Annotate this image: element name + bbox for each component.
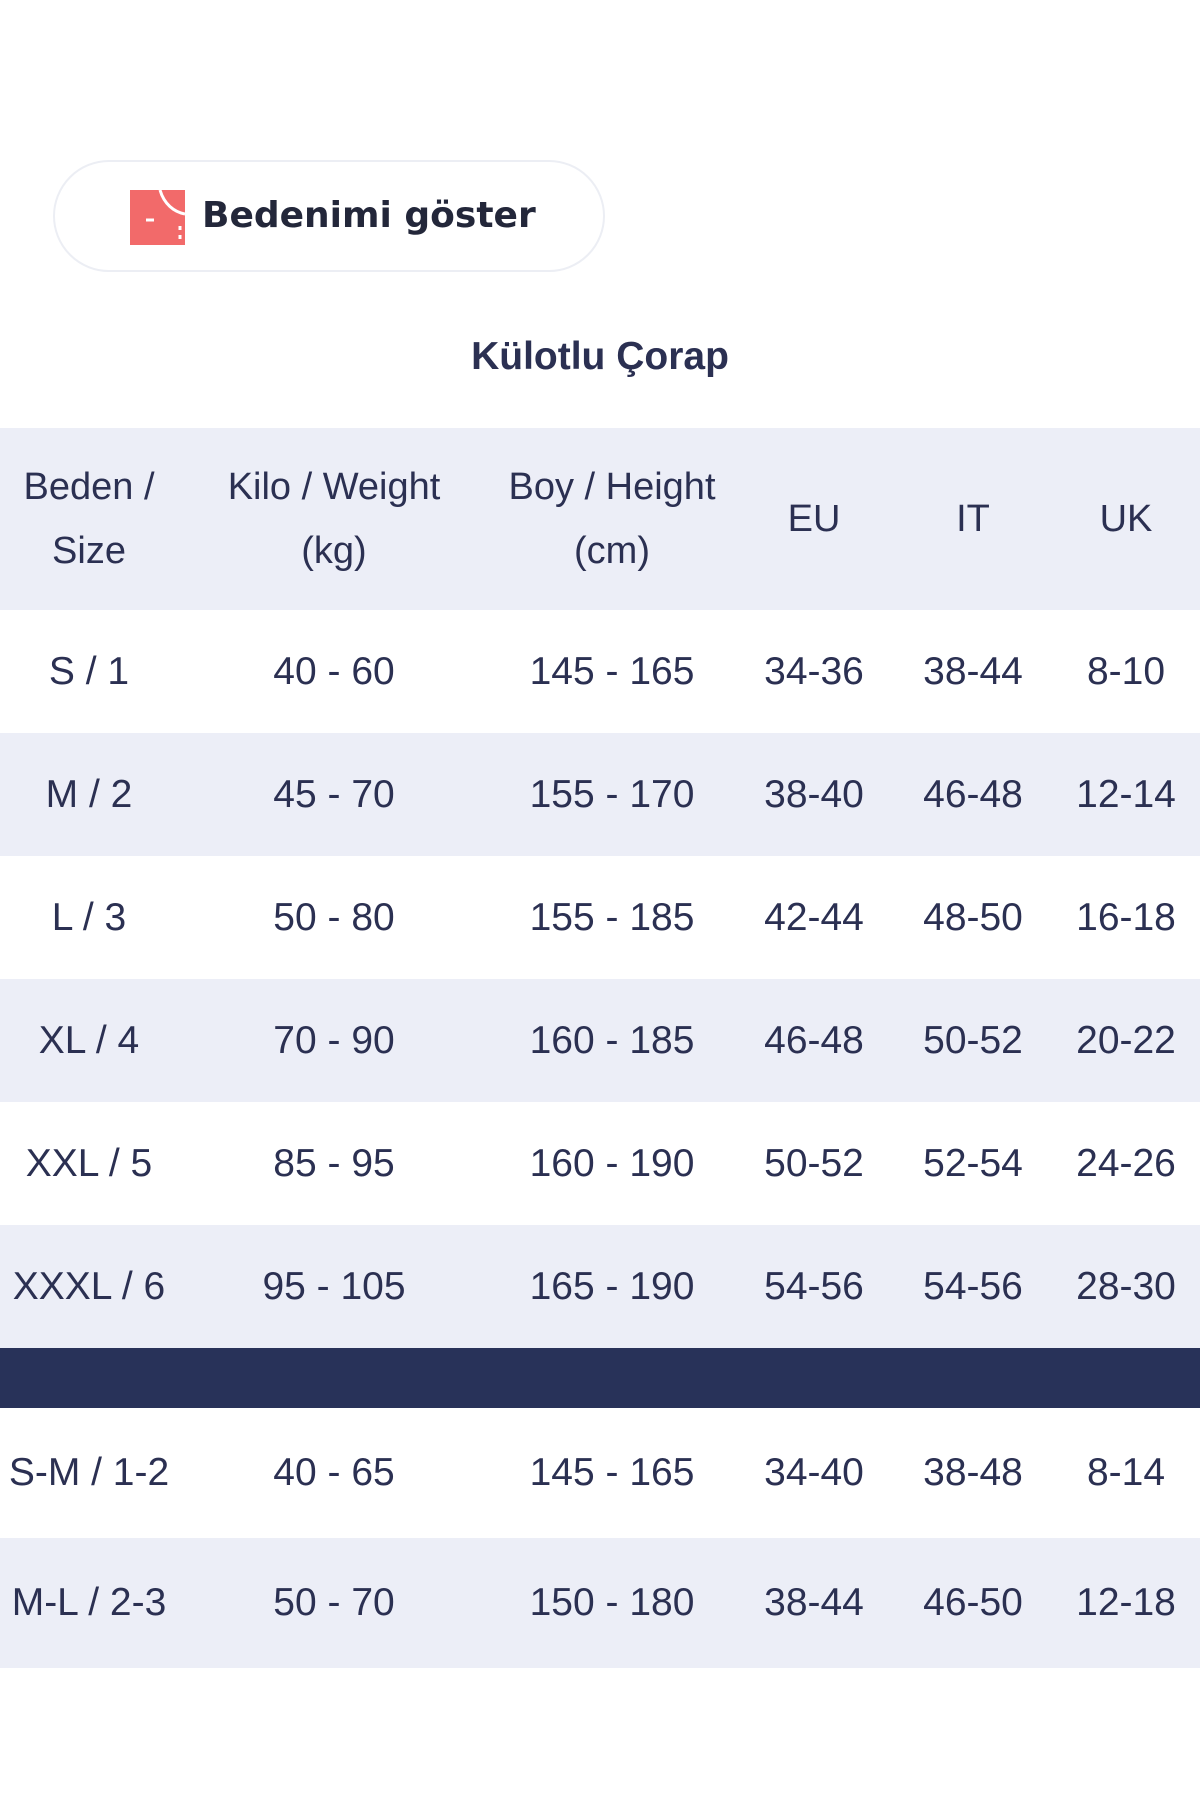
table-cell: 46-48 (923, 772, 1023, 816)
table-cell: 160 - 185 (529, 1018, 695, 1062)
table-cell: 50 - 80 (273, 895, 395, 939)
table-cell: 34-36 (764, 649, 864, 693)
table-cell: 38-44 (764, 1581, 864, 1624)
table-row: S / 1 40 - 60 145 - 165 34-36 38-44 8-10 (0, 610, 1200, 733)
show-my-size-button[interactable]: Bedenimi göster (53, 160, 605, 272)
table-cell: 50-52 (923, 1018, 1023, 1062)
table-cell: 24-26 (1076, 1141, 1176, 1185)
header-eu: EU (787, 498, 841, 540)
table-cell: 54-56 (923, 1264, 1023, 1308)
table-row: M-L / 2-3 50 - 70 150 - 180 38-44 46-50 … (0, 1538, 1200, 1668)
table-cell: 20-22 (1076, 1018, 1176, 1062)
table-cell: M / 2 (45, 772, 133, 816)
table-row: XL / 4 70 - 90 160 - 185 46-48 50-52 20-… (0, 979, 1200, 1102)
table-cell: 52-54 (923, 1141, 1023, 1185)
table-cell: 165 - 190 (529, 1264, 695, 1308)
table-cell: M-L / 2-3 (11, 1581, 167, 1624)
table-cell: 12-14 (1076, 772, 1176, 816)
table-cell: 54-56 (764, 1264, 864, 1308)
table-cell: 48-50 (923, 895, 1023, 939)
show-my-size-label: Bedenimi göster (202, 195, 536, 236)
table-cell: 12-18 (1076, 1581, 1176, 1624)
table-cell: 160 - 190 (529, 1141, 695, 1185)
table-cell: 46-50 (923, 1581, 1023, 1624)
table-cell: 45 - 70 (273, 772, 395, 816)
table-cell: 28-30 (1076, 1264, 1176, 1308)
table-row: M / 2 45 - 70 155 - 170 38-40 46-48 12-1… (0, 733, 1200, 856)
table-cell: 40 - 65 (273, 1451, 395, 1494)
table-row: XXL / 5 85 - 95 160 - 190 50-52 52-54 24… (0, 1102, 1200, 1225)
table-cell: 70 - 90 (273, 1018, 395, 1062)
table-row: L / 3 50 - 80 155 - 185 42-44 48-50 16-1… (0, 856, 1200, 979)
table-cell: 145 - 165 (529, 1451, 695, 1494)
table-cell: XXL / 5 (25, 1141, 153, 1185)
table-section-divider (0, 1348, 1200, 1408)
table-cell: 95 - 105 (262, 1264, 406, 1308)
table-cell: 50-52 (764, 1141, 864, 1185)
table-cell: S-M / 1-2 (8, 1451, 170, 1494)
table-cell: XXXL / 6 (12, 1264, 166, 1308)
table-cell: 46-48 (764, 1018, 864, 1062)
table-cell: 34-40 (764, 1451, 864, 1494)
tape-measure-icon (130, 190, 185, 245)
table-cell: 16-18 (1076, 895, 1176, 939)
header-it: IT (956, 498, 990, 540)
table-cell: 42-44 (764, 895, 864, 939)
table-cell: 38-48 (923, 1451, 1023, 1494)
size-chart-table: Beden / Size Kilo / Weight (kg) Boy / Heig… (0, 428, 1200, 1668)
header-height: Boy / Height (cm) (508, 466, 716, 572)
size-chart-title: Külotlu Çorap (471, 335, 729, 378)
table-cell: 8-10 (1086, 649, 1166, 693)
table-cell: 145 - 165 (529, 649, 695, 693)
table-cell: L / 3 (51, 895, 127, 939)
table-cell: XL / 4 (38, 1018, 140, 1062)
table-cell: 155 - 170 (529, 772, 695, 816)
table-cell: 38-44 (923, 649, 1023, 693)
header-size: Beden / Size (23, 466, 155, 572)
table-cell: 50 - 70 (273, 1581, 395, 1624)
table-cell: 40 - 60 (273, 649, 395, 693)
table-cell: 85 - 95 (273, 1141, 395, 1185)
table-cell: 8-14 (1086, 1451, 1166, 1494)
table-row: XXXL / 6 95 - 105 165 - 190 54-56 54-56 … (0, 1225, 1200, 1348)
header-weight: Kilo / Weight (kg) (227, 466, 441, 572)
table-cell: 38-40 (764, 772, 864, 816)
table-cell: 155 - 185 (529, 895, 695, 939)
table-header-row: Beden / Size Kilo / Weight (kg) Boy / Heig… (0, 428, 1200, 610)
table-cell: S / 1 (48, 649, 130, 693)
table-row: S-M / 1-2 40 - 65 145 - 165 34-40 38-48 … (0, 1408, 1200, 1538)
table-cell: 150 - 180 (529, 1581, 695, 1624)
header-uk: UK (1099, 498, 1153, 540)
